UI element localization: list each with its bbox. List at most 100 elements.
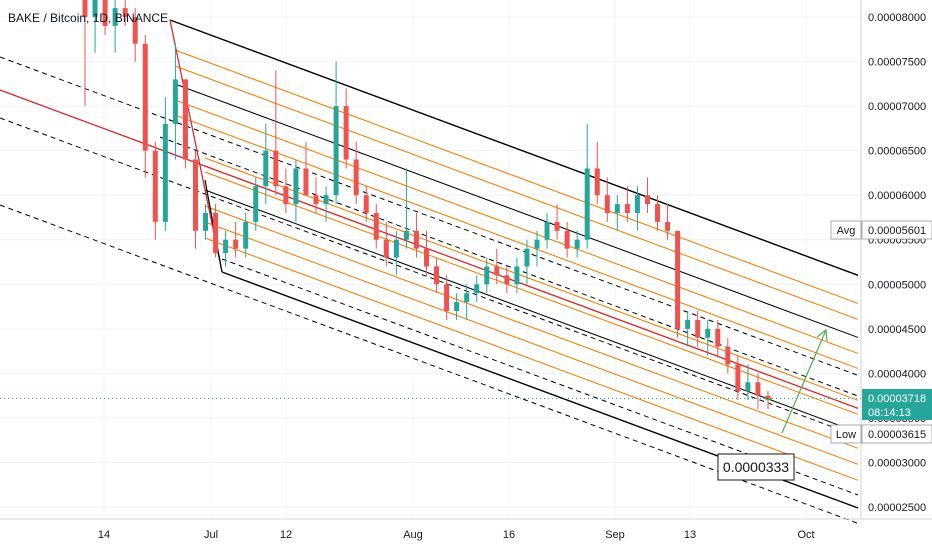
low-value: 0.00003615 (868, 429, 926, 441)
candle-body (534, 239, 540, 249)
chart-title: BAKE / Bitcoin, 1D, BINANCE (8, 11, 168, 25)
candle-body (554, 221, 560, 231)
avg-label: Avg (837, 225, 856, 237)
candle-body (172, 79, 178, 124)
candle-body (614, 204, 620, 213)
candle-body (283, 186, 289, 205)
candle-body (363, 195, 369, 213)
candle-body (434, 266, 440, 285)
x-tick-label: Oct (797, 529, 814, 541)
channel-dashed-line (159, 136, 859, 397)
candle-body (594, 168, 600, 196)
x-tick-label: Jul (204, 529, 218, 541)
candle-body (273, 150, 279, 187)
candle-body (203, 213, 209, 231)
candle-body (333, 106, 339, 196)
x-tick-label: 13 (684, 529, 696, 541)
avg-value: 0.00005601 (868, 225, 926, 237)
candle-body (484, 266, 490, 285)
candle-body (474, 284, 480, 294)
x-tick-label: Aug (403, 529, 423, 541)
candle-body (373, 213, 379, 240)
candle-body (544, 221, 550, 240)
candle-body (92, 0, 98, 18)
candle-body (192, 159, 198, 231)
y-tick-label: 0.00007000 (868, 101, 926, 113)
x-tick-label: 16 (503, 529, 515, 541)
y-tick-label: 0.00006000 (868, 190, 926, 202)
candle-body (223, 239, 229, 254)
candle-body (624, 204, 630, 213)
candle-body (665, 221, 671, 231)
x-tick-label: 14 (98, 529, 110, 541)
projection-arrow-line (781, 329, 827, 434)
x-tick-label: 12 (280, 529, 292, 541)
channel-inner-line (174, 83, 859, 338)
low-label: Low (836, 429, 856, 441)
candle-body (403, 230, 409, 240)
candle-body (182, 79, 188, 160)
candle-body (725, 346, 731, 365)
candle-body (564, 230, 570, 249)
countdown: 08:14:13 (868, 407, 911, 419)
candlesticks (82, 0, 771, 409)
candle-body (132, 17, 138, 44)
channel-upper-line (169, 19, 859, 276)
last-candle-marker (763, 397, 773, 401)
candle-body (464, 293, 470, 303)
candle-body (454, 302, 460, 311)
candle-body (735, 364, 741, 392)
channel-inner-line (174, 49, 859, 304)
y-tick-label: 0.00008000 (868, 12, 926, 24)
avg-value-box (861, 220, 932, 240)
candle-body (323, 195, 329, 205)
candle-body (413, 230, 419, 249)
price-badge: 0.00003718 08:14:13 (862, 389, 932, 420)
candle-body (263, 150, 269, 187)
candle-body (303, 168, 309, 196)
y-tick-label: 0.00007500 (868, 57, 926, 69)
candle-body (142, 43, 148, 151)
low-badge: Low 0.00003615 (830, 424, 932, 444)
candle-body (755, 382, 761, 396)
target-annotation: 0.0000333 (717, 453, 795, 481)
candle-body (695, 319, 701, 338)
channel-inner-line (174, 99, 859, 354)
candle-body (393, 239, 399, 258)
candle-body (715, 328, 721, 347)
candle-body (524, 248, 530, 267)
candle-body (152, 150, 158, 222)
candle-body (655, 204, 661, 222)
candle-body (122, 8, 128, 17)
candle-body (343, 106, 349, 160)
candle-body (112, 8, 118, 26)
candle-body (494, 266, 500, 276)
y-tick-label: 0.00006500 (868, 146, 926, 158)
candle-body (514, 266, 520, 285)
candle-body (745, 382, 751, 392)
candle-body (353, 159, 359, 196)
candle-body (82, 0, 88, 17)
candle-body (213, 213, 219, 254)
candle-body (424, 248, 429, 267)
candle-body (253, 186, 259, 222)
candle-body (233, 239, 239, 249)
candle-body (644, 195, 650, 205)
x-axis: 14 Jul 12 Aug 16 Sep 13 Oct (98, 529, 815, 541)
y-axis: 0.00008000 0.00007500 0.00007000 0.00006500… (868, 12, 926, 514)
candle-body (584, 168, 590, 240)
channel-inner-line (204, 237, 859, 481)
candle-body (383, 239, 389, 258)
candle-body (444, 284, 450, 311)
low-value-box (861, 424, 932, 444)
candle-body (574, 239, 580, 249)
overlays (0, 328, 861, 434)
y-tick-label: 0.00004500 (868, 324, 926, 336)
candle-body (162, 123, 168, 222)
candle-body (243, 221, 249, 249)
channel-inner-line (204, 189, 859, 433)
candle-body (675, 230, 681, 329)
channel-inner-line (174, 65, 859, 320)
y-tick-label: 0.00005000 (868, 279, 926, 291)
